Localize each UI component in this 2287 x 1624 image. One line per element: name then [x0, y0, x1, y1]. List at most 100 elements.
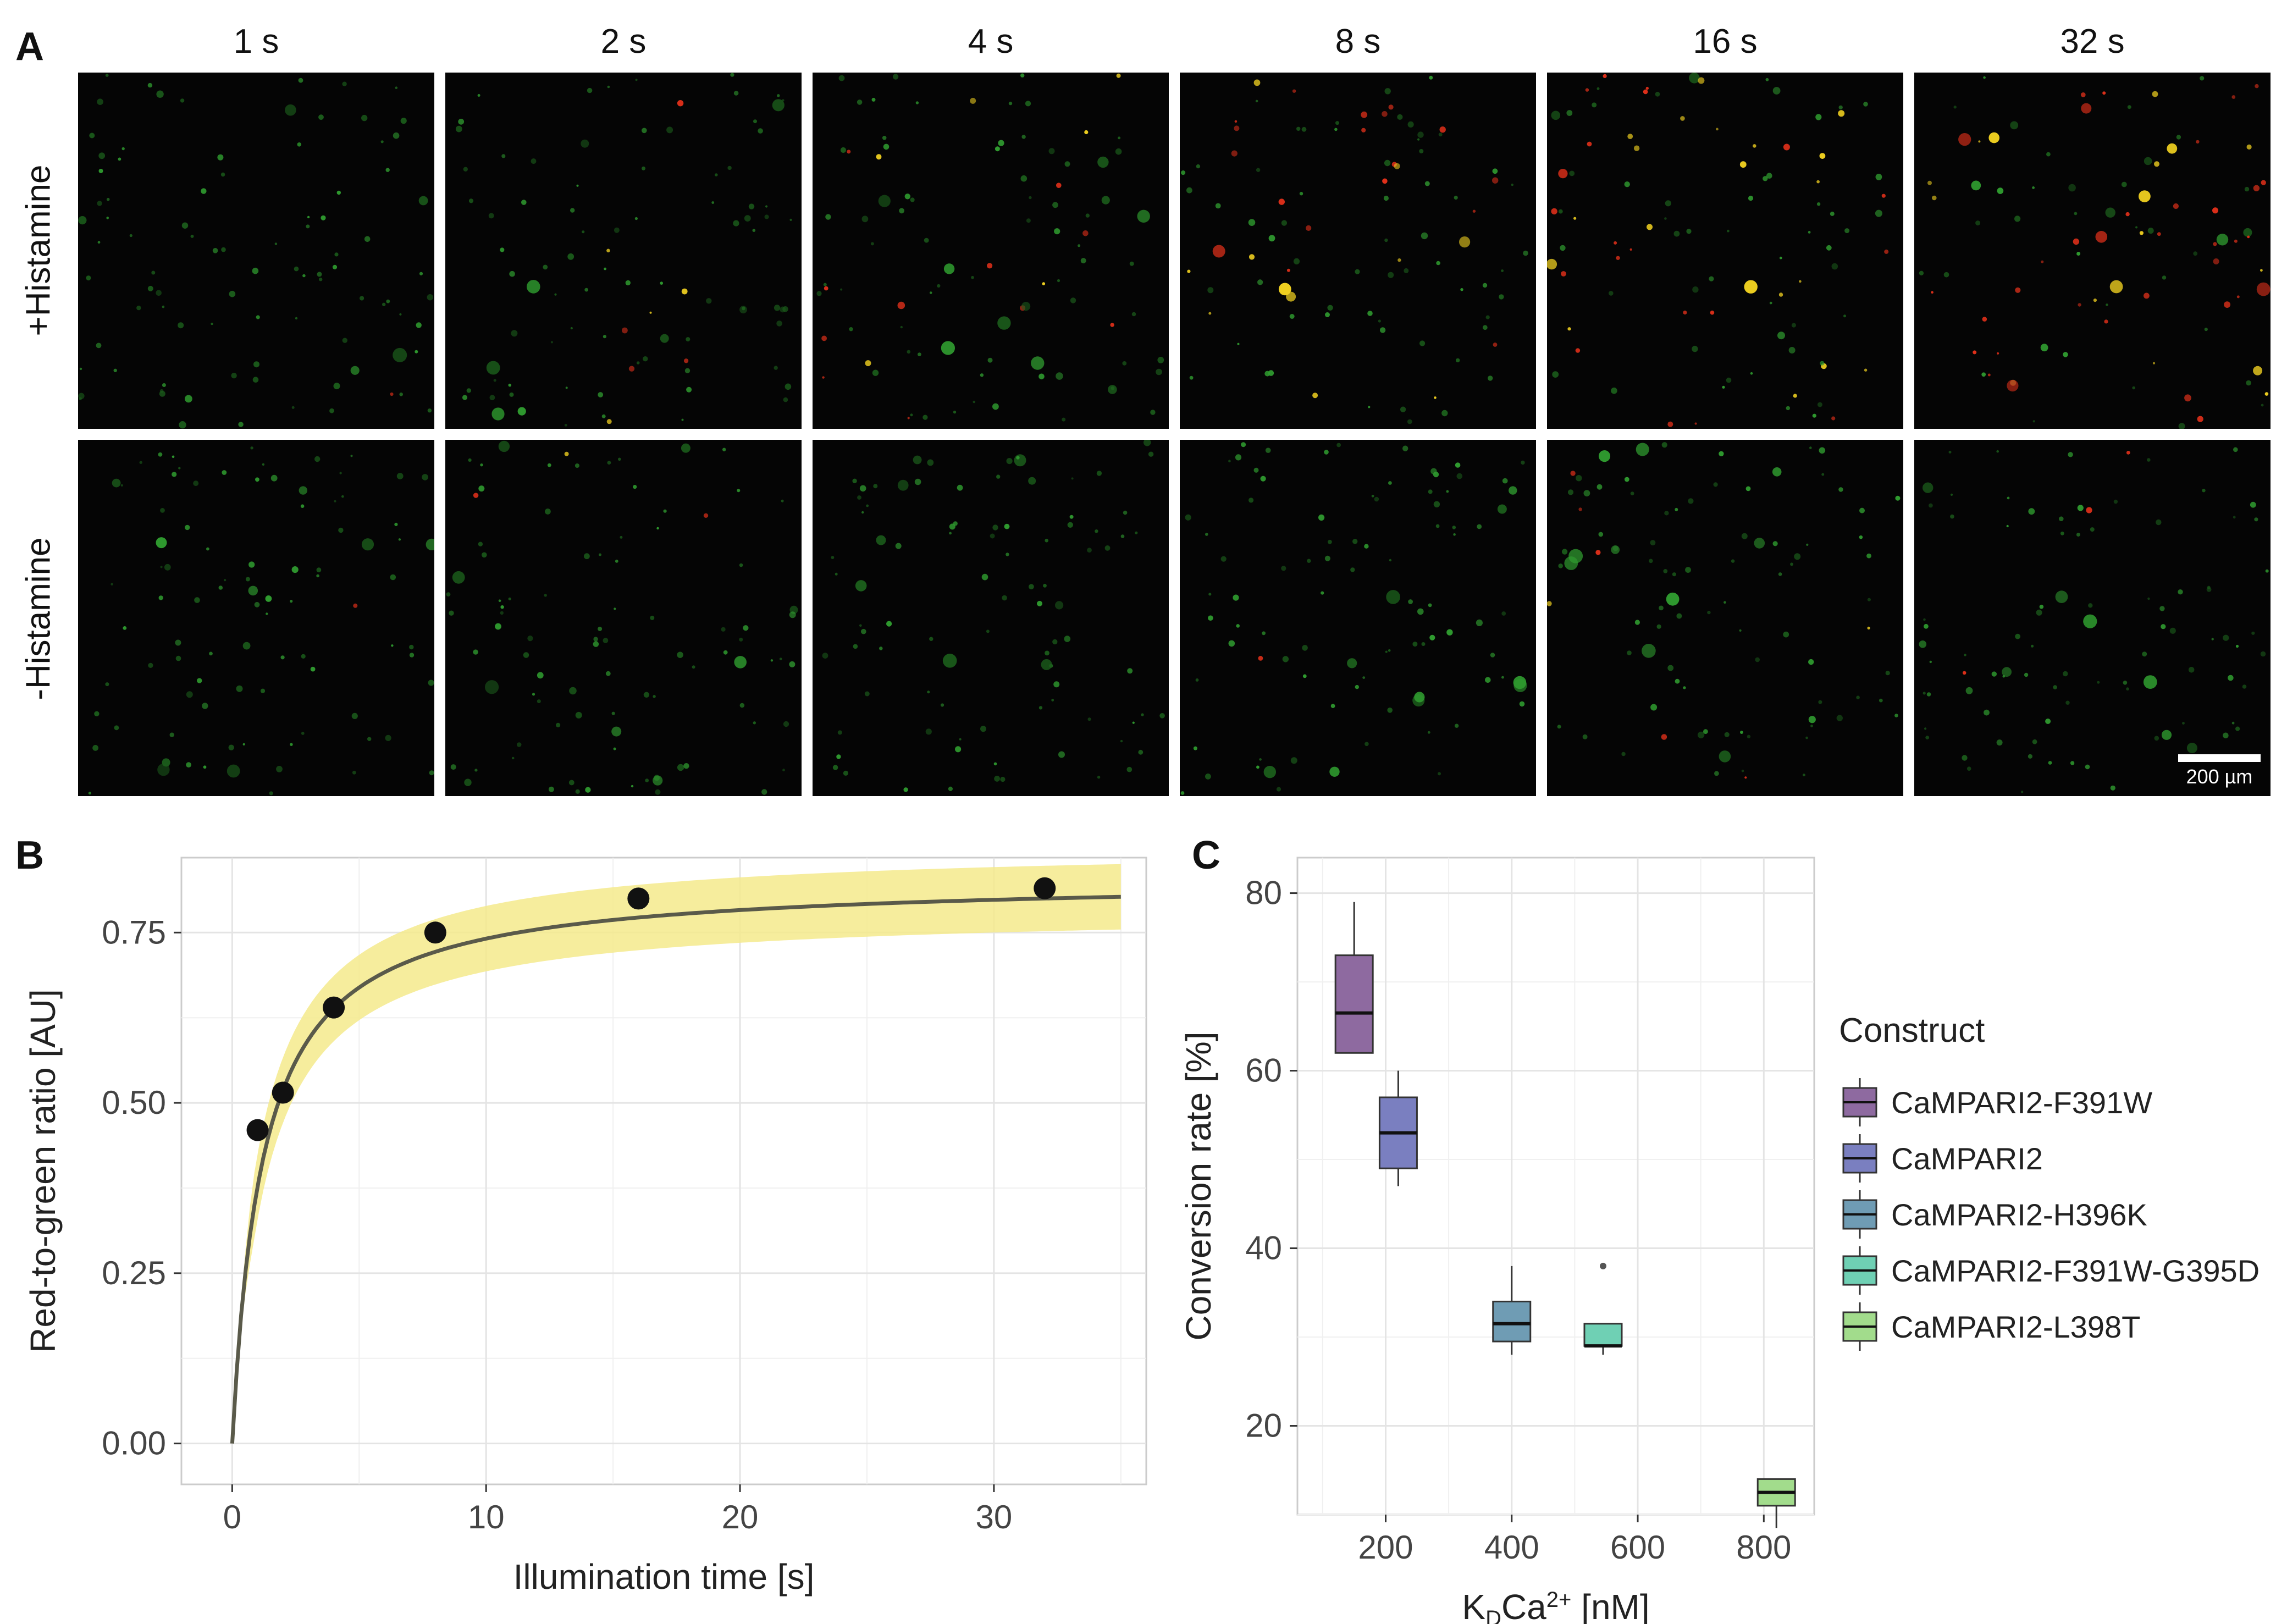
cell	[382, 302, 386, 306]
cell	[2053, 685, 2057, 689]
cell	[1056, 183, 1062, 188]
cell	[1071, 477, 1074, 480]
cell	[1459, 236, 1471, 248]
y-tick-label: 40	[1245, 1230, 1282, 1267]
cell	[739, 703, 745, 708]
cell	[1676, 613, 1682, 619]
cell	[508, 597, 511, 600]
cell	[478, 542, 483, 546]
cell	[206, 547, 209, 551]
plot-area	[180, 857, 1147, 1485]
cell	[642, 128, 647, 134]
microscopy-image	[1180, 440, 1536, 796]
microscopy-image	[813, 440, 1169, 796]
cell	[1710, 310, 1715, 315]
cell	[1838, 487, 1843, 492]
cell	[587, 87, 593, 93]
row-label-plus-histamine: +Histamine	[19, 164, 58, 336]
cell	[2024, 672, 2029, 677]
cell	[211, 322, 213, 325]
cell	[2224, 301, 2230, 308]
cell	[1255, 100, 1258, 103]
cell	[1324, 555, 1330, 561]
panel-a-letter: A	[15, 25, 44, 69]
cell	[1386, 590, 1400, 604]
cell	[1127, 668, 1133, 674]
cell	[2161, 624, 2166, 629]
cell	[1509, 486, 1517, 495]
cell	[1205, 774, 1211, 780]
cell	[681, 443, 690, 453]
cell	[1754, 538, 1765, 549]
cell	[2010, 379, 2017, 386]
x-axis-title-part: [nM]	[1571, 1587, 1649, 1624]
cell	[730, 73, 734, 77]
cell	[478, 485, 485, 492]
cell	[1350, 567, 1355, 572]
cell	[409, 644, 414, 650]
cell	[1568, 549, 1583, 564]
cell	[1129, 261, 1134, 266]
cell	[1115, 148, 1122, 155]
cell	[1482, 325, 1488, 330]
cell	[703, 513, 709, 518]
cell	[105, 74, 109, 77]
cell	[1454, 723, 1459, 728]
x-tick-label: 30	[976, 1499, 1013, 1535]
cell	[270, 474, 278, 482]
cell	[1740, 731, 1743, 734]
cell	[334, 500, 336, 502]
cell	[256, 315, 260, 319]
cell	[550, 341, 553, 344]
cell	[859, 624, 862, 627]
cell	[953, 410, 957, 414]
cell	[1964, 654, 1966, 656]
cell	[783, 397, 788, 402]
cell	[937, 284, 941, 288]
cell	[1703, 729, 1708, 734]
cell	[677, 100, 684, 107]
cell	[666, 126, 673, 134]
cell	[2040, 344, 2048, 352]
cell	[1932, 195, 1937, 201]
cell	[1488, 375, 1493, 381]
cell	[1289, 314, 1295, 319]
cell	[1097, 156, 1109, 168]
cell	[1984, 709, 1990, 716]
cell	[1141, 713, 1144, 716]
cell	[1371, 494, 1374, 498]
cell	[1144, 440, 1151, 446]
cell	[151, 270, 156, 275]
cell	[643, 692, 650, 698]
cell	[584, 288, 589, 292]
cell	[1429, 75, 1433, 80]
cell	[498, 440, 510, 452]
cell	[1110, 323, 1114, 327]
legend-label: CaMPARI2-H396K	[1891, 1197, 2147, 1232]
cell	[613, 747, 616, 750]
cell	[399, 313, 402, 316]
cell	[2036, 609, 2042, 616]
cell	[776, 321, 782, 327]
cell	[218, 585, 223, 590]
cell	[160, 566, 163, 568]
cell	[1361, 128, 1366, 132]
cell	[422, 474, 428, 480]
cell	[1726, 377, 1732, 383]
cell	[821, 335, 827, 341]
cell	[1675, 507, 1678, 511]
cell	[1598, 532, 1604, 537]
cell	[250, 446, 253, 450]
cell	[993, 762, 997, 766]
cell	[291, 406, 295, 409]
cell	[1585, 88, 1589, 92]
cell	[1806, 543, 1809, 546]
cell	[2073, 238, 2080, 245]
cell	[882, 136, 887, 140]
cell	[823, 283, 827, 286]
cell	[97, 201, 102, 206]
cell	[495, 623, 501, 630]
cell	[2256, 282, 2271, 296]
cell	[2212, 207, 2218, 214]
cell	[994, 776, 1000, 782]
